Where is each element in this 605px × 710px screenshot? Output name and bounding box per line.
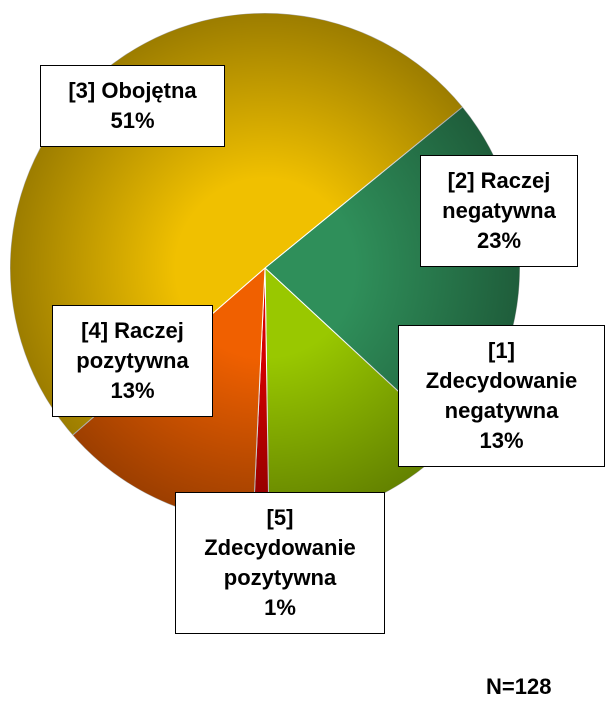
value-label: 13%: [110, 378, 155, 403]
slice-label: [4] Raczej pozytywna 13%: [52, 305, 213, 417]
category-label: [1] Zdecydowanie negatywna: [425, 338, 578, 423]
category-label: [4] Raczej pozytywna: [76, 318, 189, 373]
category-label: [5] Zdecydowanie pozytywna: [204, 505, 356, 590]
slice-label: [2] Raczej negatywna 23%: [420, 155, 578, 267]
category-label: [2] Raczej negatywna: [442, 168, 556, 223]
slice-label: [3] Obojętna 51%: [40, 65, 225, 147]
slice-label: [1] Zdecydowanie negatywna 13%: [398, 325, 605, 467]
annotation: N=128: [486, 674, 552, 699]
value-label: 23%: [476, 228, 522, 253]
value-label: 1%: [264, 595, 296, 620]
slice-label: [5] Zdecydowanie pozytywna 1%: [175, 492, 385, 634]
value-label: 13%: [479, 428, 524, 453]
category-label: [3] Obojętna: [68, 78, 197, 103]
value-label: 51%: [110, 108, 155, 133]
